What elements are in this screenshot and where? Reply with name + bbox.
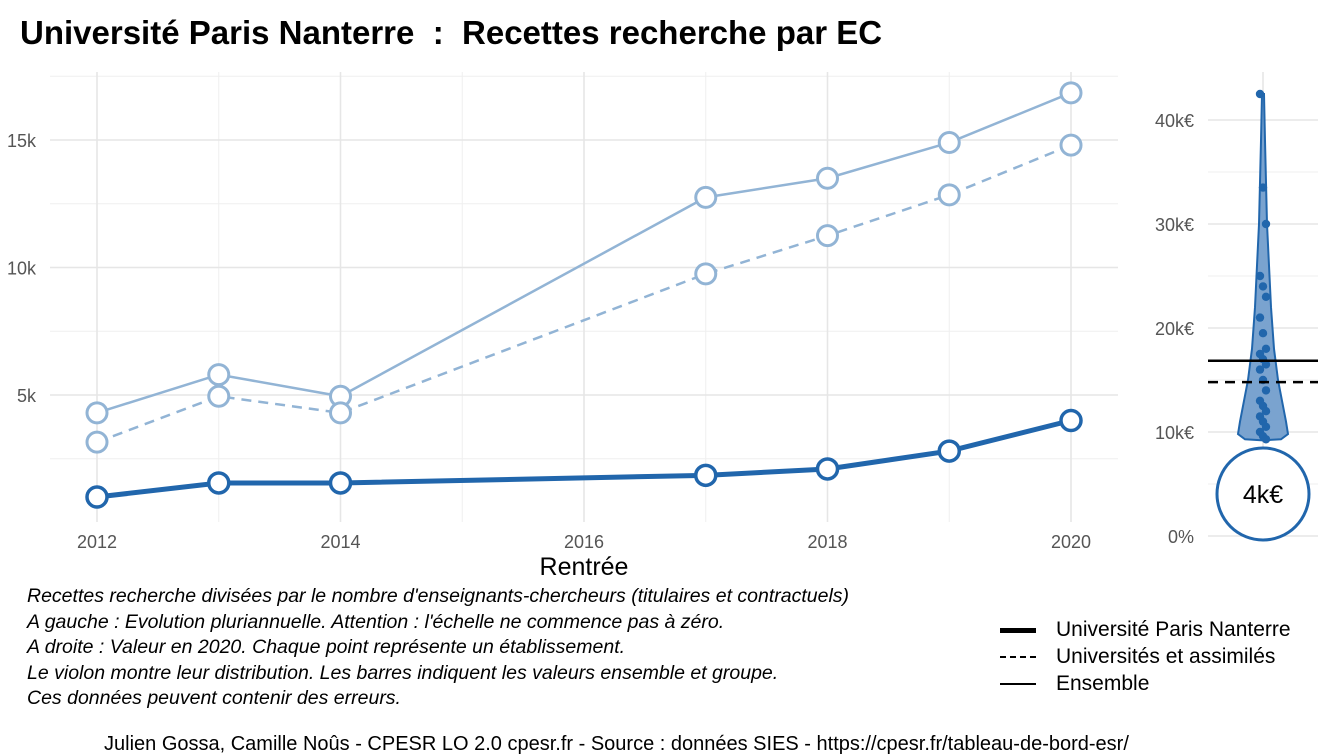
data-point — [815, 457, 840, 481]
data-point — [85, 430, 109, 454]
data-point — [937, 131, 961, 155]
violin-point — [1261, 386, 1271, 395]
y-tick-label: 40k€ — [1155, 111, 1194, 131]
data-point — [1059, 133, 1083, 157]
violin-point — [1261, 435, 1271, 444]
chart-caption: Recettes recherche divisées par le nombr… — [27, 584, 849, 712]
legend-item-all: Ensemble — [1000, 670, 1291, 697]
violin-point — [1261, 360, 1271, 369]
caption-line-1: Recettes recherche divisées par le nombr… — [27, 585, 850, 607]
chart-area: 2012 2014 2016 2018 2020 5k 10k 15k Rentrée 0% 10k… — [7, 72, 1318, 581]
legend-label: Ensemble — [1056, 671, 1150, 695]
legend-key-solid — [1000, 679, 1036, 689]
violin-point — [1255, 89, 1265, 99]
data-point — [937, 183, 961, 207]
legend-key-dashed — [1000, 652, 1036, 662]
violin-point — [1255, 271, 1265, 281]
x-tick-label: 2014 — [320, 532, 360, 552]
data-point — [328, 471, 353, 495]
legend: Université Paris Nanterre Universités et… — [1000, 616, 1291, 697]
data-point — [937, 439, 961, 463]
x-tick-label: 2018 — [807, 532, 847, 552]
violin-point — [1258, 282, 1268, 291]
violin-point — [1261, 292, 1271, 301]
caption-line-2: A gauche : Evolution pluriannuelle. Atte… — [27, 610, 725, 633]
legend-label: Université Paris Nanterre — [1056, 617, 1291, 641]
y-tick-label: 0% — [1168, 527, 1194, 547]
data-point — [85, 401, 109, 425]
y-tick-label: 5k — [17, 386, 37, 406]
x-tick-label: 2020 — [1051, 532, 1091, 552]
violin-point — [1261, 407, 1271, 416]
data-point — [1059, 408, 1083, 433]
data-point — [207, 363, 231, 387]
y-tick-label: 30k€ — [1155, 215, 1194, 235]
y-tick-label: 20k€ — [1155, 319, 1194, 339]
data-point — [1059, 81, 1083, 105]
violin-point — [1261, 344, 1271, 353]
legend-item-group: Universités et assimilés — [1000, 643, 1291, 670]
data-point — [329, 401, 352, 425]
violin-point — [1261, 422, 1271, 431]
data-point — [694, 185, 718, 209]
x-axis-label: Rentrée — [540, 553, 629, 581]
legend-label: Universités et assimilés — [1056, 644, 1276, 668]
caption-line-3: A droite : Valeur en 2020. Chaque point … — [27, 636, 626, 658]
data-point — [816, 166, 839, 190]
caption-line-4: Le violon montre leur distribution. Les … — [27, 661, 779, 684]
y-tick-label: 15k — [7, 131, 37, 151]
data-point — [694, 262, 718, 286]
y-tick-label: 10k — [7, 259, 37, 279]
violin-point — [1255, 313, 1265, 322]
footer-credits: Julien Gossa, Camille Noûs - CPESR LO 2.… — [104, 733, 1129, 755]
highlight-bubble — [1215, 446, 1311, 542]
violin-point — [1258, 183, 1268, 192]
legend-key-solid-thick — [1000, 625, 1036, 635]
violin-point — [1255, 365, 1265, 374]
data-point — [207, 471, 231, 495]
legend-item-university: Université Paris Nanterre — [1000, 616, 1291, 643]
x-tick-label: 2012 — [77, 532, 117, 552]
violin-point — [1258, 329, 1268, 338]
data-point — [694, 463, 718, 488]
x-tick-label: 2016 — [564, 532, 604, 552]
data-point — [85, 485, 109, 509]
chart-title: Université Paris Nanterre : Recettes rec… — [20, 14, 883, 51]
highlight-label: 4k€ — [1243, 481, 1283, 509]
data-point — [816, 224, 839, 248]
caption-line-5: Ces données peuvent contenir des erreurs… — [27, 687, 401, 709]
violin-point — [1261, 219, 1271, 229]
data-point — [207, 384, 231, 408]
y-tick-label: 10k€ — [1155, 423, 1194, 443]
